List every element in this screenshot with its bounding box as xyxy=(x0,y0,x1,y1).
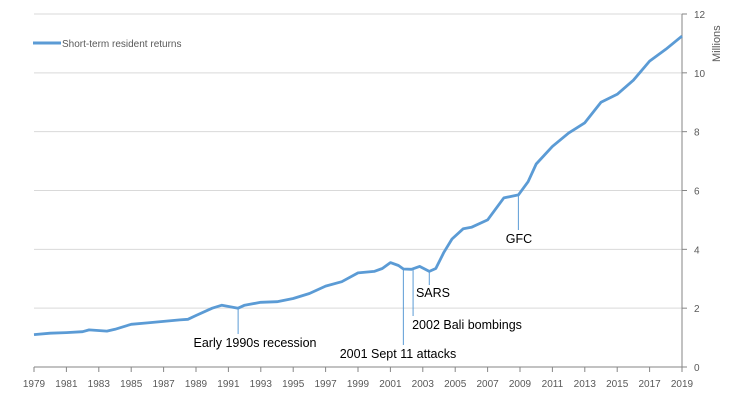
legend-label: Short-term resident returns xyxy=(62,39,182,50)
annotation-label: Early 1990s recession xyxy=(194,336,317,350)
x-tick-label: 2003 xyxy=(412,379,435,390)
x-tick-label: 2005 xyxy=(444,379,467,390)
x-tick-label: 2007 xyxy=(476,379,499,390)
x-tick-label: 2013 xyxy=(574,379,597,390)
x-tick-label: 1989 xyxy=(185,379,208,390)
axes: 0 2 4 6 8 10 12 1979 1981 1983 1985 1987 1989 1991 199… xyxy=(23,10,706,390)
x-tick-label: 2001 xyxy=(379,379,402,390)
x-tick-label: 1987 xyxy=(152,379,175,390)
y-tick-label: 4 xyxy=(694,245,700,256)
x-tick-label: 2015 xyxy=(606,379,629,390)
y-tick-label: 0 xyxy=(694,363,700,374)
y-tick-label: 12 xyxy=(694,10,706,21)
y-tick-label: 8 xyxy=(694,128,700,139)
x-tick-label: 2017 xyxy=(638,379,661,390)
series xyxy=(34,36,682,335)
x-tick-label: 1995 xyxy=(282,379,305,390)
y-tick-label: 10 xyxy=(694,69,706,80)
x-tick-label: 1997 xyxy=(314,379,337,390)
x-tick-label: 1979 xyxy=(23,379,46,390)
legend: Short-term resident returns xyxy=(33,39,182,50)
series-line xyxy=(34,36,682,335)
x-tick-label: 1991 xyxy=(217,379,240,390)
x-tick-label: 1983 xyxy=(88,379,111,390)
y-tick-label: 6 xyxy=(694,187,700,198)
x-tick-label: 2011 xyxy=(542,379,564,390)
gridlines xyxy=(34,14,682,308)
x-tick-label: 1985 xyxy=(120,379,143,390)
annotation-label: 2002 Bali bombings xyxy=(412,318,522,332)
annotations: Early 1990s recession 2001 Sept 11 attack… xyxy=(194,195,533,361)
x-tick-label: 1981 xyxy=(55,379,78,390)
x-tick-label: 1999 xyxy=(347,379,370,390)
x-tick-label: 2009 xyxy=(509,379,532,390)
annotation-label: GFC xyxy=(506,232,532,246)
annotation-label: SARS xyxy=(416,286,450,300)
y-tick-label: 2 xyxy=(694,304,700,315)
x-tick-label: 1993 xyxy=(250,379,273,390)
annotation-label: 2001 Sept 11 attacks xyxy=(340,347,457,361)
y-axis-label: Millions xyxy=(711,25,723,62)
x-tick-label: 2019 xyxy=(671,379,694,390)
